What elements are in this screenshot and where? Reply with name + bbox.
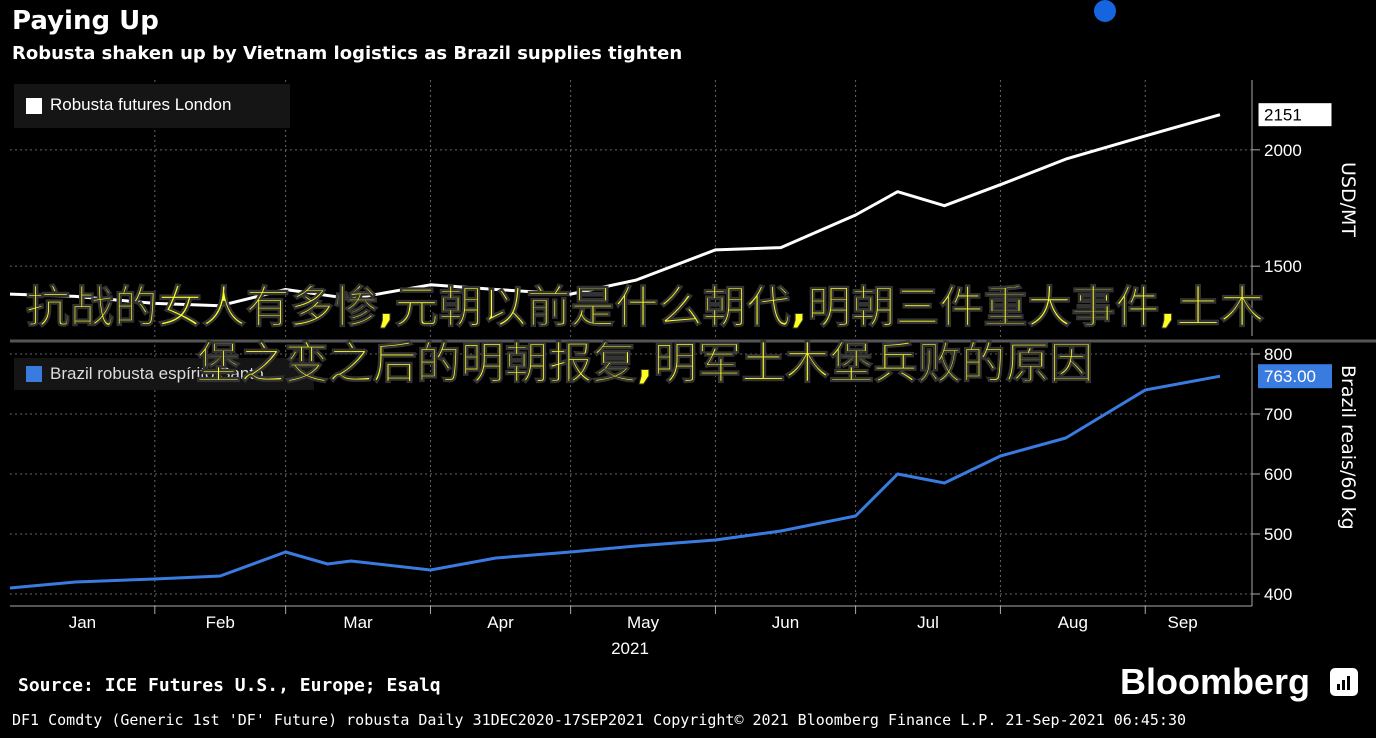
y-tick-label: 700: [1264, 405, 1292, 424]
x-tick-label: Sep: [1168, 613, 1198, 632]
legend-label-robusta-london: Robusta futures London: [50, 95, 232, 114]
series-group: 2151 763.00: [9, 102, 1333, 590]
chart-subtitle: Robusta shaken up by Vietnam logistics a…: [12, 43, 683, 64]
y-tick-group: 1500 2000 400 500 600 700 800: [1252, 141, 1302, 604]
y-tick-label: 800: [1264, 345, 1292, 364]
y-tick-label: 2000: [1264, 141, 1302, 160]
last-value-tag-1: 2151: [1257, 102, 1333, 128]
source-note: Source: ICE Futures U.S., Europe; Esalq: [18, 675, 441, 696]
y-tick-label: 500: [1264, 525, 1292, 544]
brand-logo: Bloomberg: [1120, 661, 1311, 702]
x-tick-label: May: [627, 613, 660, 632]
y-tick-label: 600: [1264, 465, 1292, 484]
x-tick-label: Jun: [772, 613, 799, 632]
legend-series-2: Brazil robusta espírito Santo: [14, 358, 314, 390]
x-tick-label: Jul: [917, 613, 939, 632]
y-axis-label-bottom: Brazil reais/60 kg: [1337, 365, 1359, 530]
series-line-2: [9, 374, 1221, 590]
grid-lines: [10, 80, 1252, 606]
series-line-1: [9, 113, 1221, 308]
y-tick-label: 400: [1264, 585, 1292, 604]
chart-title: Paying Up: [12, 6, 159, 36]
legend-series-1: Robusta futures London: [14, 84, 290, 128]
x-tick-label: Apr: [487, 613, 514, 632]
y-axis-label-top: USD/MT: [1337, 162, 1359, 237]
last-value-label: 2151: [1264, 106, 1302, 125]
overlay-caption: 抗战的女人有多惨,元朝以前是什么朝代,明朝三件重大事件,土木堡之变之后的明朝报复…: [25, 282, 1265, 390]
footer-info: DF1 Comdty (Generic 1st 'DF' Future) rob…: [12, 711, 1186, 729]
x-tick-label: Jan: [69, 613, 96, 632]
y-tick-label: 1500: [1264, 257, 1302, 276]
x-tick-label: Mar: [343, 613, 373, 632]
x-tick-label: Feb: [206, 613, 235, 632]
last-value-tag-2: 763.00: [1258, 364, 1332, 389]
last-value-label: 763.00: [1264, 367, 1316, 386]
accent-dot: [1094, 0, 1116, 22]
legend-swatch-blue: [26, 366, 42, 382]
legend-label-brazil-robusta: Brazil robusta espírito Santo: [50, 364, 264, 383]
x-year-label: 2021: [611, 639, 649, 658]
bloomberg-terminal-icon: [1330, 668, 1358, 696]
x-tick-group: Jan Feb Mar Apr May Jun Jul Aug Sep: [69, 606, 1198, 632]
x-tick-label: Aug: [1058, 613, 1088, 632]
legend-swatch-white: [26, 98, 42, 114]
